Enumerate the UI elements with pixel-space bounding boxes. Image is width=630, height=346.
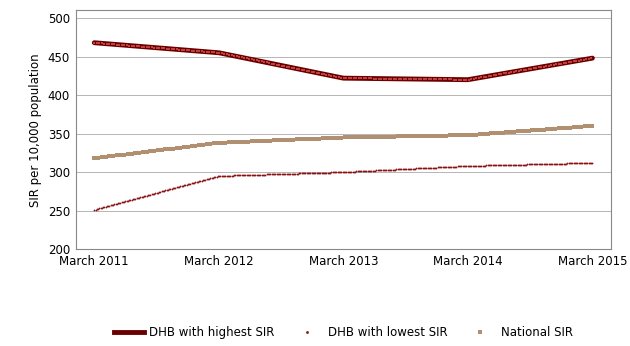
Y-axis label: SIR per 10,000 population: SIR per 10,000 population [29,53,42,207]
Legend: DHB with highest SIR, DHB with lowest SIR, National SIR: DHB with highest SIR, DHB with lowest SI… [109,321,578,344]
